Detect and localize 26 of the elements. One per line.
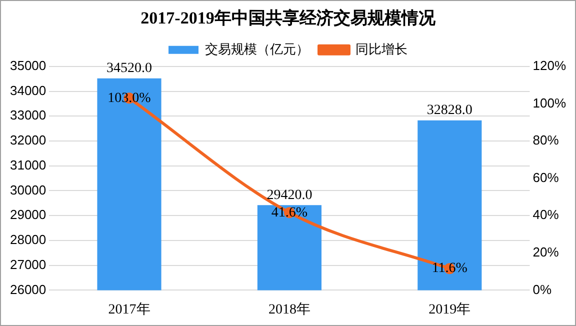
legend-label: 交易规模（亿元） <box>205 41 309 58</box>
x-tick-label: 2019年 <box>428 301 471 318</box>
y2-tick-label: 40% <box>532 207 560 222</box>
y-tick-label: 33000 <box>10 108 46 123</box>
x-tick-label: 2017年 <box>108 301 150 318</box>
y2-tick-label: 20% <box>532 244 560 260</box>
y2-tick-label: 100% <box>532 95 566 110</box>
y-tick-label: 31000 <box>10 157 46 172</box>
data-label: 32828.0 <box>426 103 472 118</box>
data-label: 29420.0 <box>266 188 312 203</box>
y-tick-label: 32000 <box>10 132 46 148</box>
y-tick-label: 35000 <box>10 58 46 73</box>
y2-tick-label: 80% <box>532 132 560 148</box>
y-tick-label: 27000 <box>10 256 46 272</box>
y2-tick-label: 0% <box>532 282 552 297</box>
x-tick-label: 2018年 <box>268 301 310 318</box>
legend-label: 同比增长 <box>356 42 408 58</box>
y-tick-label: 28000 <box>10 232 46 248</box>
y-tick-label: 26000 <box>10 282 46 297</box>
chart-title: 2017-2019年中国共享经济交易规模情况 <box>140 8 436 28</box>
y-tick-label: 29000 <box>10 207 46 222</box>
data-label: 34520.0 <box>106 61 152 76</box>
y-tick-label: 34000 <box>10 82 46 98</box>
y2-tick-label: 60% <box>532 170 560 185</box>
y2-tick-label: 120% <box>532 58 566 73</box>
y-tick-label: 30000 <box>10 182 46 198</box>
